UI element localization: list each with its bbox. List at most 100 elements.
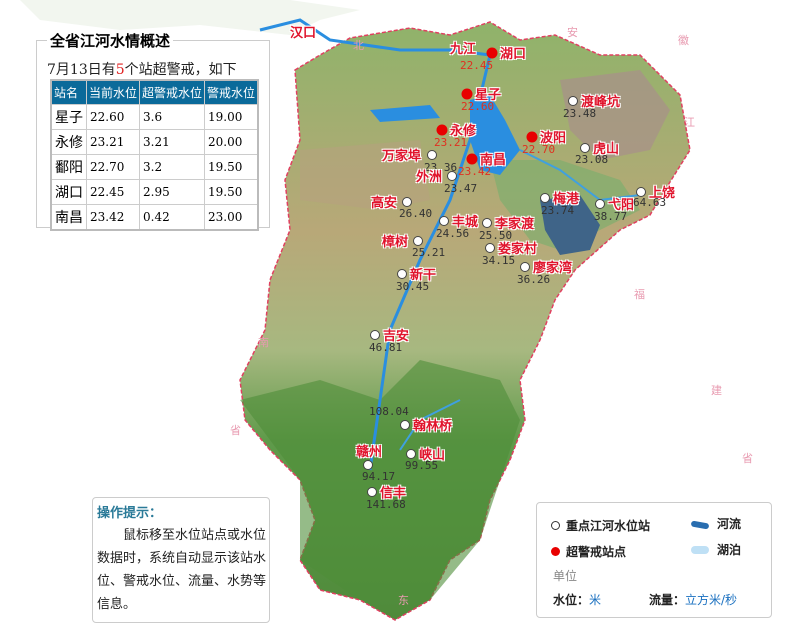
station-dot-icon[interactable] [427,150,437,160]
table-cell: 20.00 [204,129,259,155]
station-dot-icon[interactable] [363,460,373,470]
column-header: 超警戒水位 [139,79,206,105]
station-water-level[interactable]: 26.40 [399,207,433,220]
station-water-level[interactable]: 99.55 [405,459,439,472]
station-name[interactable]: 渡峰坑 [581,95,621,110]
tip-title: 操作提示： [97,506,163,521]
station-dot-icon[interactable] [485,243,495,253]
station-dot-icon[interactable] [367,487,377,497]
table-cell: 22.60 [85,104,141,130]
station-water-level[interactable]: 34.15 [482,254,516,267]
station-water-level[interactable]: 23.48 [563,107,597,120]
station-water-level[interactable]: 46.81 [369,341,403,354]
alert-station-dot-icon[interactable] [526,131,538,143]
station-dot-icon[interactable] [439,216,449,226]
station-dot-icon[interactable] [636,187,646,197]
station-name[interactable]: 弋阳 [608,198,635,213]
station-name[interactable]: 丰城 [452,215,479,230]
station-name[interactable]: 翰林桥 [413,419,453,434]
station-water-level[interactable]: 23.47 [444,182,478,195]
station-dot-icon[interactable] [370,330,380,340]
station-name[interactable]: 樟树 [382,235,409,250]
station-name[interactable]: 娄家村 [498,242,538,257]
province-label: 江 [684,116,695,129]
station-dot-icon[interactable] [402,197,412,207]
station-name[interactable]: 万家埠 [382,149,422,164]
tip-panel: 操作提示： 鼠标移至水位站点或水位数据时，系统自动显示该站水位、警戒水位、流量、… [92,497,270,623]
station-water-level[interactable]: 23.21 [434,136,468,149]
station-name[interactable]: 外洲 [416,170,443,185]
province-label: 福 [634,288,645,301]
legend-river-label: 河流 [717,517,742,531]
alert-station-dot-icon[interactable] [486,47,498,59]
alert-station-dot-icon[interactable] [466,153,478,165]
station-dot-icon[interactable] [568,96,578,106]
river-icon [690,520,710,530]
station-water-level[interactable]: 23.42 [458,165,492,178]
station-dot-icon[interactable] [520,262,530,272]
station-dot-icon[interactable] [447,171,457,181]
province-label: 徽 [678,34,689,47]
station-dot-icon[interactable] [397,269,407,279]
station-water-level[interactable]: 25.21 [412,246,446,259]
station-water-level[interactable]: 22.45 [460,59,494,72]
station-water-level[interactable]: 23.08 [575,153,609,166]
province-label: 省 [230,424,241,437]
station-name[interactable]: 新干 [410,268,437,283]
alert-station-dot-icon[interactable] [461,88,473,100]
table-cell: 19.50 [204,179,259,205]
city-label: 汉口 [290,26,317,41]
station-water-level[interactable]: 36.26 [517,273,551,286]
station-name[interactable]: 廖家湾 [533,261,573,276]
station-name[interactable]: 梅港 [553,192,580,207]
station-name[interactable]: 星子 [475,88,502,103]
station-water-level[interactable]: 30.45 [396,280,430,293]
alert-table: 站名 当前水位 超警戒水位 警戒水位 星子 22.60 3.6 19.00 永修 23.21 3.… [50,79,260,231]
station-name[interactable]: 湖口 [500,47,527,62]
station-water-level[interactable]: 22.70 [522,143,556,156]
station-water-level[interactable]: 23.36 [424,161,458,174]
station-name[interactable]: 吉安 [383,329,410,344]
table-row: 湖口 22.45 2.95 19.50 [50,179,259,205]
station-dot-icon[interactable] [406,449,416,459]
column-header: 当前水位 [85,79,141,105]
subtitle-text: 个站超警戒，如下 [124,62,237,78]
station-dot-icon[interactable] [413,236,423,246]
station-water-level[interactable]: 22.60 [461,100,495,113]
station-dot-icon[interactable] [400,420,410,430]
station-water-level[interactable]: 25.50 [479,229,513,242]
station-name[interactable]: 永修 [450,124,477,139]
station-dot-icon[interactable] [540,193,550,203]
legend-lake-label: 湖泊 [717,543,742,557]
station-dot-icon[interactable] [595,199,605,209]
province-label: 南 [258,336,269,349]
station-name[interactable]: 高安 [371,196,398,211]
province-label: 省 [742,452,753,465]
station-dot-icon[interactable] [482,218,492,228]
station-water-level[interactable]: 108.04 [369,405,409,418]
station-name[interactable]: 峡山 [419,448,446,463]
station-name[interactable]: 虎山 [593,142,620,157]
table-cell: 鄱阳 [50,154,87,180]
station-name[interactable]: 李家渡 [495,217,535,232]
legend-station-label: 重点江河水位站 [566,519,651,533]
station-name[interactable]: 赣州 [356,445,383,460]
city-label: 九江 [450,42,477,57]
station-water-level[interactable]: 94.17 [362,470,396,483]
station-water-level[interactable]: 24.56 [436,227,470,240]
station-dot-icon[interactable] [580,143,590,153]
station-name[interactable]: 南昌 [480,153,507,168]
station-name[interactable]: 上饶 [649,186,676,201]
summary-title: 全省江河水情概述 [47,30,174,51]
station-water-level[interactable]: 38.77 [594,210,628,223]
station-water-level[interactable]: 64.63 [633,196,667,209]
alert-station-dot-icon[interactable] [436,124,448,136]
station-water-level[interactable]: 23.74 [541,204,575,217]
station-name[interactable]: 波阳 [540,131,567,146]
table-cell: 南昌 [50,204,87,231]
legend: 重点江河水位站 超警戒站点 河流 湖泊 单位 水位：米 流量：立方米/秒 [536,502,772,618]
table-cell: 23.21 [85,129,141,155]
station-water-level[interactable]: 141.68 [366,498,406,511]
station-name[interactable]: 信丰 [380,486,407,501]
